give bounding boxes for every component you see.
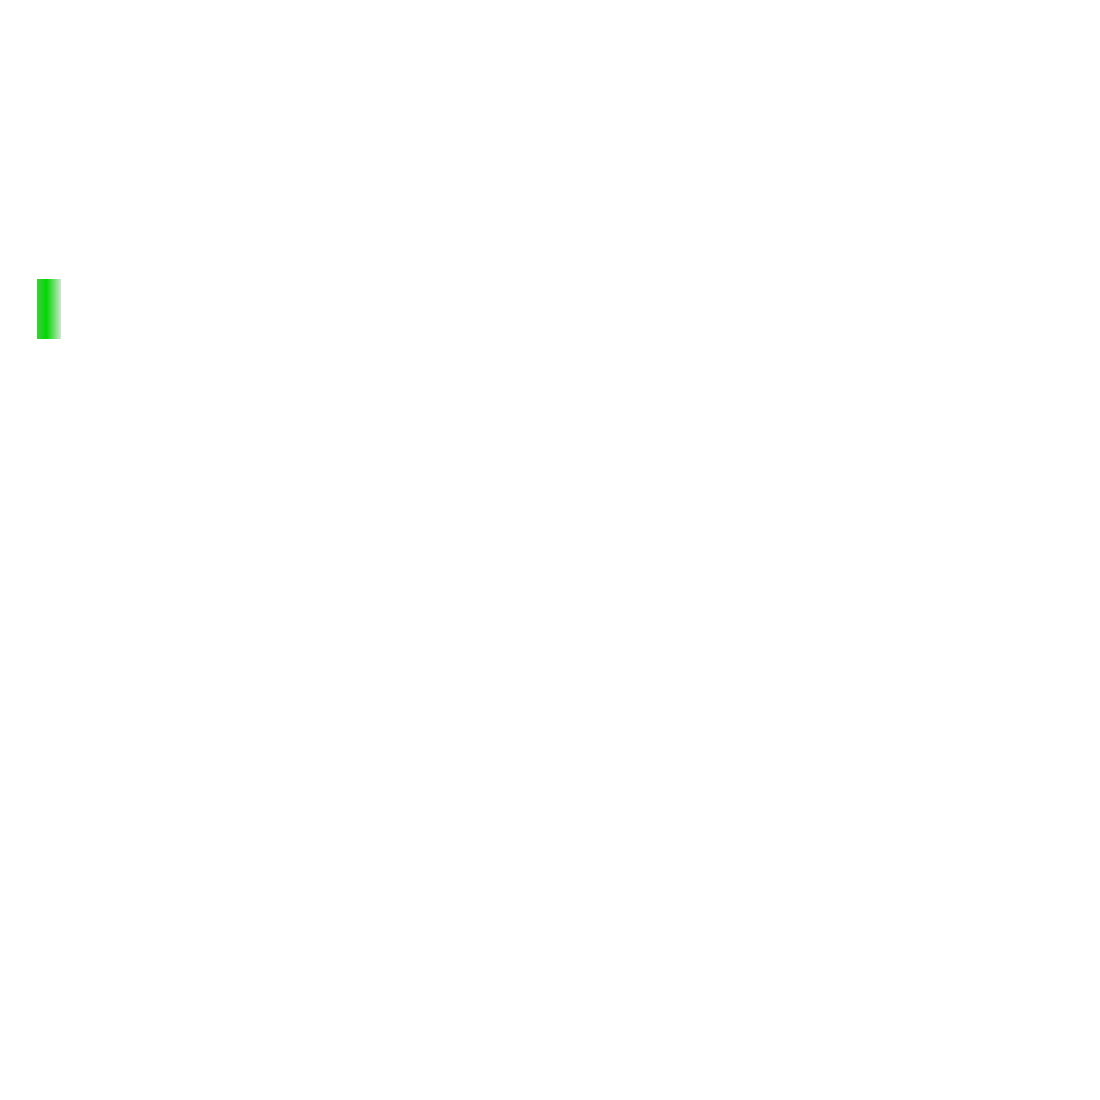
rh-legend-badge — [37, 279, 61, 339]
